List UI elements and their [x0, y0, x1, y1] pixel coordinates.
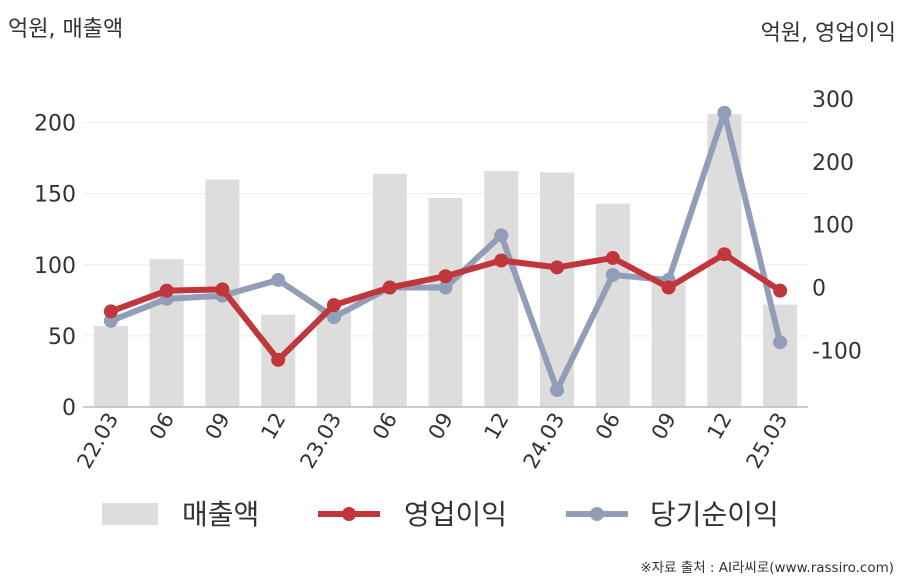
right-tick-2: 100: [812, 214, 854, 239]
point-1-11: [717, 247, 732, 262]
source-note: ※자료 출처 : AI라씨로(www.rassiro.com): [640, 560, 894, 576]
point-2-3: [271, 272, 286, 287]
x-tick-2: 09: [201, 409, 235, 444]
x-tick-12: 25.03: [742, 409, 793, 473]
point-1-12: [773, 283, 788, 298]
point-1-4: [326, 298, 341, 313]
point-2-11: [717, 105, 732, 120]
left-tick-0: 0: [62, 396, 76, 421]
bar-0: [93, 325, 128, 407]
bar-1: [149, 259, 184, 407]
point-2-6: [438, 280, 453, 295]
left-tick-1: 50: [48, 325, 76, 350]
x-tick-0: 22.03: [72, 409, 123, 473]
x-tick-1: 06: [145, 409, 179, 444]
legend-label-operating-profit: 영업이익: [404, 498, 507, 531]
left-axis-unit: 억원, 매출액: [8, 17, 123, 42]
bar-series-revenue: [93, 114, 798, 408]
left-tick-4: 200: [34, 112, 76, 137]
x-tick-7: 12: [479, 409, 513, 444]
point-1-2: [215, 282, 230, 297]
x-tick-8: 24.03: [519, 409, 570, 473]
bar-7: [484, 170, 519, 407]
point-1-6: [438, 269, 453, 284]
right-axis-ticks: -100 0 100 200 300: [812, 88, 862, 365]
x-axis-ticks: 22.03 06 09 12 23.03 06 09 12 24.03 06 09 12 25.03: [72, 409, 792, 473]
left-tick-3: 150: [34, 183, 76, 208]
bar-12: [763, 304, 798, 407]
point-1-5: [382, 280, 397, 295]
point-1-0: [103, 304, 118, 319]
point-1-3: [271, 352, 286, 367]
right-axis-unit: 억원, 영업이익: [761, 21, 896, 46]
point-2-7: [494, 228, 509, 243]
bar-9: [595, 203, 630, 407]
x-tick-9: 06: [591, 409, 625, 444]
legend-label-revenue: 매출액: [182, 498, 259, 531]
bar-10: [651, 281, 686, 407]
point-1-8: [550, 260, 565, 275]
point-1-9: [605, 250, 620, 265]
point-1-7: [494, 253, 509, 268]
point-1-1: [159, 283, 174, 298]
left-tick-2: 100: [34, 254, 76, 279]
point-2-12: [773, 335, 788, 350]
legend-swatch-revenue: [102, 503, 158, 525]
x-tick-11: 12: [703, 409, 737, 444]
point-2-8: [550, 383, 565, 398]
x-tick-6: 09: [424, 409, 458, 444]
legend-label-net-income: 당기순이익: [650, 498, 779, 531]
point-2-9: [605, 267, 620, 282]
bar-6: [428, 198, 463, 407]
x-tick-3: 12: [256, 409, 290, 444]
line-series-1: [103, 247, 788, 367]
left-axis-ticks: 0 50 100 150 200: [34, 112, 76, 421]
point-2-4: [326, 310, 341, 325]
legend: 매출액 영업이익 당기순이익: [102, 498, 779, 531]
right-tick-3: 200: [812, 151, 854, 176]
legend-marker-operating-profit: [342, 507, 356, 521]
line-series: [103, 105, 788, 398]
right-tick-4: 300: [812, 88, 854, 113]
right-tick-1: 0: [812, 277, 826, 302]
x-tick-10: 09: [647, 409, 681, 444]
point-1-10: [661, 280, 676, 295]
x-tick-5: 06: [368, 409, 402, 444]
right-tick-0: -100: [812, 339, 862, 364]
bar-4: [316, 310, 351, 407]
legend-marker-net-income: [590, 507, 604, 521]
x-tick-4: 23.03: [295, 409, 346, 473]
